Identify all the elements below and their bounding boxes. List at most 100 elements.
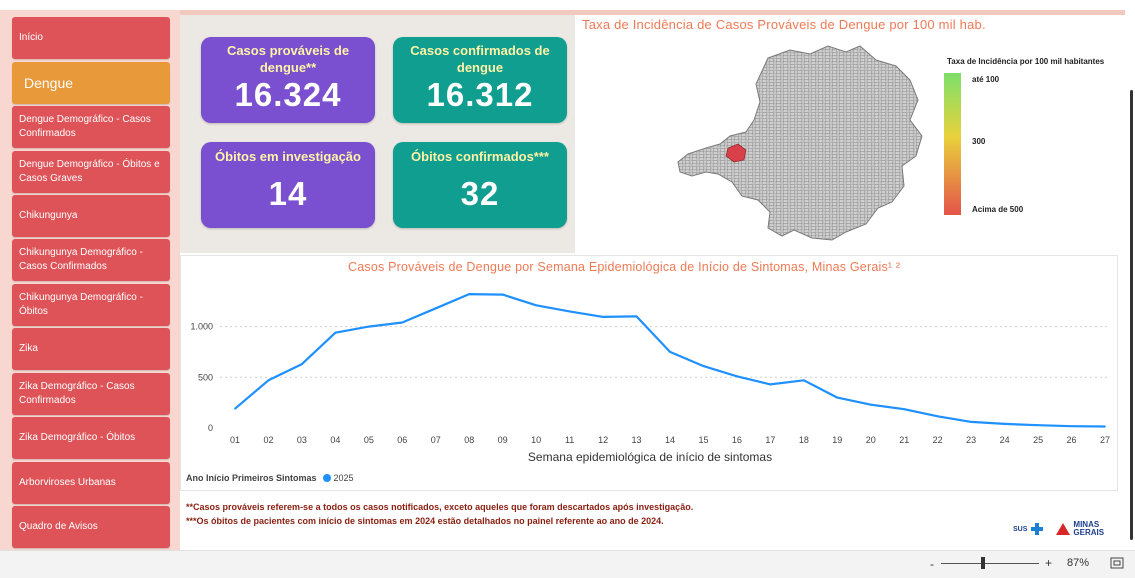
sidebar-item-label: Dengue: [24, 75, 74, 91]
zoom-out-button[interactable]: -: [930, 557, 934, 571]
sidebar-item-chikungunya-demografico-obitos[interactable]: Chikungunya Demográfico - Óbitos: [12, 284, 170, 326]
data-point: [434, 307, 437, 310]
x-tick-label: 15: [698, 435, 708, 445]
kpi-value: 16.324: [234, 76, 342, 113]
data-point: [568, 310, 571, 313]
x-tick-label: 08: [464, 435, 474, 445]
note-obitos: ***Os óbitos de pacientes com início de …: [186, 516, 664, 526]
data-point: [501, 293, 504, 296]
sidebar-item-quadro-de-avisos[interactable]: Quadro de Avisos: [12, 506, 170, 548]
map-legend-label-low: até 100: [972, 75, 1000, 84]
sidebar-item-label: Zika Demográfico - Óbitos: [19, 432, 136, 443]
x-tick-label: 24: [1000, 435, 1010, 445]
x-tick-label: 06: [397, 435, 407, 445]
kpi-label: Casos prováveis de dengue**: [226, 43, 350, 75]
legend-dot-icon: [322, 474, 331, 482]
sidebar-item-label: Arborviroses Urbanas: [19, 477, 116, 488]
x-tick-label: 26: [1067, 435, 1077, 445]
minas-gerais-logo: SUS MINAS GERAIS: [1013, 521, 1111, 537]
data-point: [702, 365, 705, 368]
zoom-slider-track[interactable]: [941, 563, 1039, 564]
chart-legend-series[interactable]: 2025: [333, 473, 354, 483]
x-tick-label: 20: [866, 435, 876, 445]
data-point: [468, 293, 471, 296]
y-tick-label: 1.000: [190, 322, 213, 332]
data-point: [401, 321, 404, 324]
x-tick-label: 16: [732, 435, 742, 445]
kpi-value: 32: [460, 175, 500, 212]
sidebar-item-zika-demografico-casos[interactable]: Zika Demográfico - Casos Confirmados: [12, 373, 170, 415]
data-point: [602, 316, 604, 318]
sidebar-item-label: Zika: [19, 343, 38, 354]
sidebar-item-label: Início: [19, 32, 43, 43]
sidebar-item-arborviroses-urbanas[interactable]: Arborviroses Urbanas: [12, 462, 170, 504]
kpi-value: 14: [268, 175, 308, 212]
data-point: [334, 331, 337, 334]
line-chart[interactable]: 0 500 1.000 01 02 03 04 05 06 07 08 09 10 11 12 13 14 15 1…: [180, 278, 1115, 468]
data-point: [1070, 425, 1073, 428]
data-point: [267, 379, 270, 382]
x-tick-label: 22: [933, 435, 943, 445]
kpi-label: Óbitos em investigação: [215, 149, 361, 164]
kpi-value: 16.312: [426, 76, 534, 113]
sidebar-item-dengue[interactable]: Dengue: [12, 62, 170, 104]
x-tick-label: 18: [799, 435, 809, 445]
x-tick-label: 23: [966, 435, 976, 445]
zoom-level: 87%: [1067, 557, 1090, 569]
sidebar-item-label: Chikungunya Demográfico - Casos Confirma…: [19, 247, 143, 272]
fit-to-page-icon[interactable]: [1110, 557, 1124, 569]
data-point: [635, 315, 638, 318]
data-point: [301, 363, 303, 365]
x-tick-label: 13: [632, 435, 642, 445]
data-point: [970, 421, 973, 423]
chart-panel: [180, 255, 1118, 491]
kpi-card-obitos-confirmados: Óbitos confirmados*** 32: [393, 142, 567, 228]
x-tick-label: 21: [899, 435, 909, 445]
sidebar-item-dengue-demografico-obitos[interactable]: Dengue Demográfico - Óbitos e Casos Grav…: [12, 151, 170, 193]
x-tick-label: 14: [665, 435, 675, 445]
triangle-icon: [1056, 523, 1071, 535]
kpi-card-obitos-investigacao: Óbitos em investigação 14: [201, 142, 375, 228]
minas-gerais-map[interactable]: [670, 40, 940, 245]
sidebar-item-zika[interactable]: Zika: [12, 328, 170, 370]
x-tick-label: 11: [565, 435, 574, 445]
data-point: [736, 375, 738, 378]
x-tick-label: 10: [531, 435, 541, 445]
map-legend-label-mid: 300: [972, 137, 986, 146]
x-tick-label: 12: [598, 435, 608, 445]
sidebar-item-label: Chikungunya Demográfico - Óbitos: [19, 292, 143, 317]
zoom-in-button[interactable]: +: [1045, 556, 1053, 570]
x-tick-label: 03: [297, 435, 307, 445]
data-point: [836, 396, 839, 399]
map-legend-title: Taxa de Incidência por 100 mil habitante…: [947, 57, 1105, 66]
x-tick-label: 01: [230, 435, 240, 445]
sidebar-item-label: Dengue Demográfico - Casos Confirmados: [19, 114, 151, 139]
kpi-card-casos-confirmados: Casos confirmados de dengue 16.312: [393, 37, 567, 123]
map-highlight-municipality: [725, 143, 747, 163]
data-point: [869, 403, 872, 406]
data-point: [234, 407, 236, 410]
sidebar-item-dengue-demografico-casos[interactable]: Dengue Demográfico - Casos Confirmados: [12, 106, 170, 148]
chart-title: Casos Prováveis de Dengue por Semana Epi…: [348, 260, 901, 274]
sidebar-item-label: Chikungunya: [19, 210, 78, 221]
data-point: [1037, 424, 1039, 427]
y-tick-label: 0: [208, 423, 213, 433]
x-tick-label: 09: [498, 435, 508, 445]
sidebar-item-inicio[interactable]: Início: [12, 17, 170, 59]
x-tick-label: 27: [1100, 435, 1110, 445]
x-tick-label: 25: [1033, 435, 1043, 445]
vertical-scrollbar[interactable]: [1130, 90, 1133, 540]
x-tick-label: 07: [431, 435, 441, 445]
sidebar-item-chikungunya-demografico-casos[interactable]: Chikungunya Demográfico - Casos Confirma…: [12, 239, 170, 281]
top-strip: [180, 10, 1125, 15]
data-point: [769, 383, 772, 386]
kpi-label: Casos confirmados de dengue: [410, 43, 550, 75]
data-point: [802, 379, 805, 382]
chart-legend-title: Ano Início Primeiros Sintomas: [186, 473, 317, 483]
x-tick-label: 02: [263, 435, 273, 445]
zoom-slider-thumb[interactable]: [981, 557, 985, 569]
sidebar-item-chikungunya[interactable]: Chikungunya: [12, 195, 170, 237]
sidebar-item-zika-demografico-obitos[interactable]: Zika Demográfico - Óbitos: [12, 417, 170, 459]
x-tick-label: 05: [364, 435, 374, 445]
